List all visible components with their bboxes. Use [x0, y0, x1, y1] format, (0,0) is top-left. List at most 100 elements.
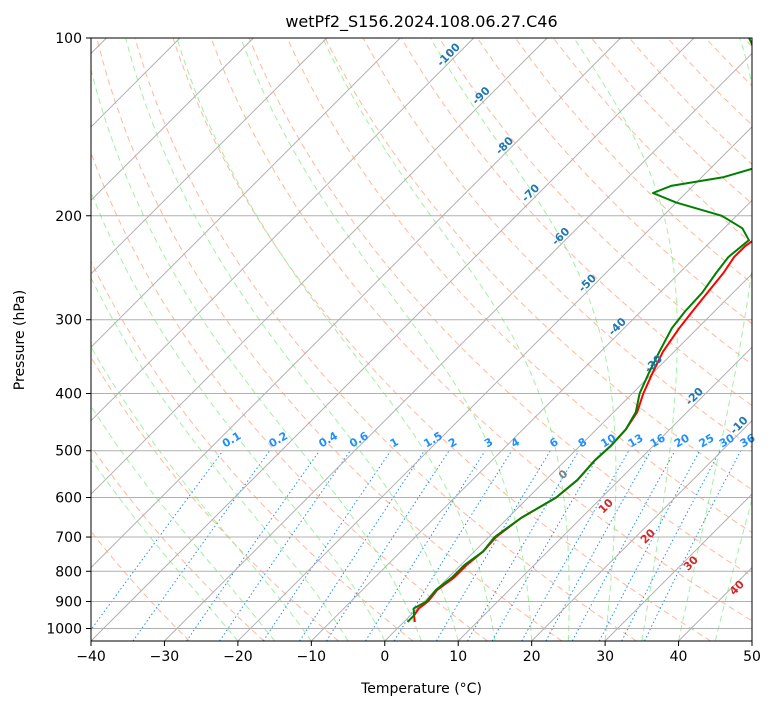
dry-adiabat: [96, 38, 563, 641]
dry-adiabat: [705, 38, 752, 87]
mixing-ratio-line: [365, 450, 486, 641]
x-tick-label: −30: [150, 649, 180, 665]
isotherm: [384, 273, 752, 641]
moist-adiabat: [678, 38, 752, 641]
y-tick-label: 600: [55, 490, 82, 506]
moist-adiabat-label: -60: [549, 225, 572, 248]
dry-adiabat: [248, 38, 752, 577]
mixing-ratio-line: [571, 450, 676, 641]
dry-adiabat: [91, 151, 488, 641]
y-tick-label: 200: [55, 209, 82, 225]
mixing-ratio-label: 20: [672, 431, 692, 450]
moist-adiabat-label: -80: [493, 134, 516, 157]
dry-adiabat: [514, 38, 752, 284]
moist-adiabat-label: 0: [556, 467, 571, 482]
mixing-ratio-line: [644, 450, 742, 641]
y-tick-label: 100: [55, 31, 82, 47]
y-tick-label: 300: [55, 313, 82, 329]
moist-adiabat: [91, 276, 349, 641]
dry-adiabat: [591, 38, 752, 205]
mixing-ratio-label: 1.5: [421, 429, 444, 450]
x-tick-label: −40: [76, 649, 106, 665]
dry-adiabat: [629, 38, 752, 165]
dry-adiabat: [552, 38, 752, 244]
mixing-ratio-label: 25: [697, 431, 717, 450]
profile-lines: [406, 38, 752, 623]
mixing-ratio-line: [186, 450, 320, 641]
isotherm: [310, 199, 752, 641]
isotherm: [531, 419, 752, 641]
mixing-ratio-label: 0.6: [347, 429, 371, 450]
moist-adiabat-label: 30: [681, 553, 701, 573]
y-axis-label: Pressure (hPa): [12, 290, 28, 390]
x-axis: −40 −30 −20 −10 0 10 20 30 40 50: [76, 641, 761, 665]
mixing-ratio-label: 0.4: [317, 429, 341, 450]
mixing-ratio-line: [299, 450, 425, 641]
mixing-ratio-line: [435, 450, 551, 641]
moist-adiabat: [91, 190, 386, 641]
mixing-ratio-label: 6: [547, 435, 560, 450]
moist-adiabat-label: 40: [727, 578, 747, 598]
moist-adiabat: [91, 67, 422, 641]
y-tick-label: 1000: [46, 621, 82, 637]
moist-adiabat-label: -20: [683, 385, 706, 408]
moist-adiabat: [573, 38, 678, 641]
dry-adiabat: [667, 38, 752, 126]
dry-adiabat: [91, 445, 265, 641]
moist-adiabat: [91, 458, 239, 641]
moist-adiabat-label: -100: [434, 40, 463, 69]
mixing-ratio-line: [325, 450, 450, 641]
x-axis-label: Temperature (°C): [360, 681, 482, 697]
temperature-line: [413, 240, 752, 623]
isotherm: [91, 38, 621, 569]
y-tick-label: 500: [55, 444, 82, 460]
moist-adiabat-label: -70: [519, 181, 542, 204]
moist-adiabat: [176, 38, 496, 641]
x-tick-label: −20: [223, 649, 253, 665]
moist-adiabat: [125, 38, 459, 641]
mixing-ratio-label: 0.2: [267, 429, 290, 450]
y-tick-label: 400: [55, 387, 82, 403]
chart-title: wetPf2_S156.2024.108.06.27.C46: [285, 12, 557, 32]
dry-adiabat: [172, 38, 712, 641]
dry-adiabat: [286, 38, 752, 534]
dry-adiabat: [91, 530, 190, 641]
dry-adiabat: [210, 38, 752, 622]
moist-adiabat-label: -40: [606, 315, 629, 338]
mixing-ratio-line: [393, 450, 513, 641]
x-tick-label: −10: [297, 649, 327, 665]
y-tick-label: 900: [55, 594, 82, 610]
mixing-ratio-line: [262, 450, 392, 641]
moist-adiabat: [240, 38, 533, 641]
isotherm: [91, 38, 475, 422]
mixing-ratio-line: [219, 450, 351, 641]
isotherm: [604, 493, 752, 641]
x-tick-label: 50: [743, 649, 761, 665]
dry-adiabat: [91, 260, 414, 641]
moist-adiabat: [322, 38, 570, 641]
isotherm: [91, 38, 695, 641]
background-lines: [91, 38, 752, 641]
x-tick-label: 20: [523, 649, 541, 665]
isotherm: [91, 38, 401, 348]
mixing-ratio-line: [545, 450, 652, 641]
isotherm: [751, 640, 752, 641]
mixing-ratio-label: 2: [446, 435, 459, 450]
y-tick-label: 700: [55, 530, 82, 546]
mixing-ratio-line: [521, 450, 630, 641]
moist-adiabat: [91, 345, 312, 641]
grid-lines: [91, 38, 752, 641]
isotherm: [91, 38, 254, 202]
isotherm: [457, 346, 752, 641]
isotherm: [164, 52, 752, 641]
y-axis: 100 200 300 400 500 600 700 800 900 1000: [46, 31, 91, 637]
mixing-ratio-line: [91, 450, 224, 631]
moist-adiabat: [91, 405, 275, 641]
moist-adiabat: [714, 497, 752, 641]
plot-frame: [90, 37, 753, 642]
moist-adiabat: [429, 38, 617, 641]
moist-adiabat-label: 20: [638, 526, 658, 546]
dry-adiabat: [324, 38, 752, 491]
dry-adiabat: [362, 38, 752, 448]
